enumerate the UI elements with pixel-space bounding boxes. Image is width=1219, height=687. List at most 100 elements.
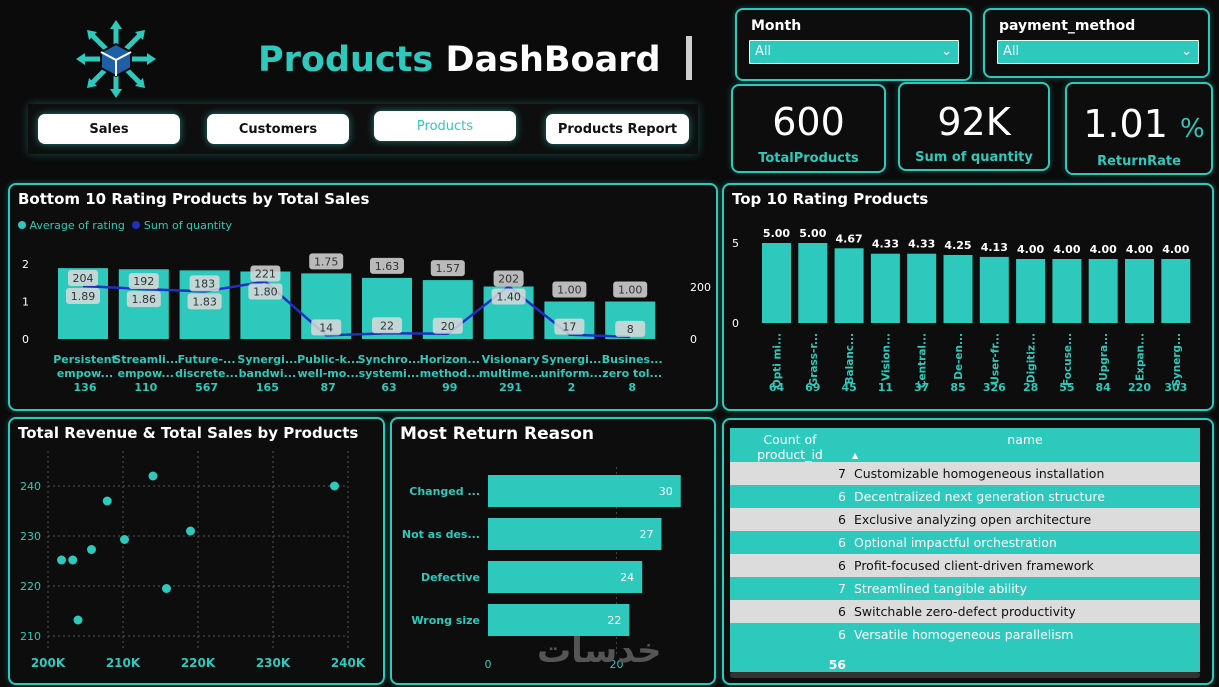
x-axis-tick: 20 [609, 658, 623, 671]
return-rate-unit: % [1179, 114, 1205, 144]
table-scrollbar[interactable] [730, 672, 1200, 678]
col-name-header[interactable]: name ▲ [850, 428, 1200, 462]
rating-label-box [613, 281, 648, 298]
table-row[interactable]: 7 Customizable homogeneous installation [730, 462, 1200, 485]
quantity-label-box [432, 317, 463, 334]
cell-name: Exclusive analyzing open architecture [850, 508, 1200, 531]
x-axis-tick: 200K [31, 656, 66, 670]
title-products: Products [258, 40, 434, 80]
data-label: 22 [607, 614, 621, 627]
scatter-point [162, 584, 171, 593]
table-row[interactable]: 6 Versatile homogeneous parallelism [730, 623, 1200, 646]
table-row[interactable]: 6 Exclusive analyzing open architecture [730, 508, 1200, 531]
nav-sales-button[interactable]: Sales [38, 114, 180, 144]
table-row[interactable]: 6 Decentralized next generation structure [730, 485, 1200, 508]
reason-bar [488, 604, 630, 636]
data-label: 4.33 [872, 238, 899, 251]
rating-data-label: 1.86 [132, 293, 157, 306]
rating-bar [907, 253, 937, 323]
quantity-data-label: 221 [255, 268, 276, 281]
category-count: 69 [805, 381, 820, 394]
payment-dropdown[interactable]: All ⌄ [997, 40, 1199, 64]
cell-name: Switchable zero-defect productivity [850, 600, 1200, 623]
data-label: 5.00 [763, 227, 790, 240]
category-label: Synchro... [358, 353, 421, 366]
rating-label-box [66, 287, 100, 304]
category-label: bandwi... [239, 367, 296, 380]
category-label: Defective [421, 571, 480, 584]
category-label: 87 [321, 381, 336, 394]
nav-products-button[interactable]: Products [374, 111, 516, 141]
category-label: Visionary [482, 353, 540, 366]
rating-label-box [248, 283, 283, 300]
category-label: Upgra... [1098, 333, 1110, 381]
quantity-data-label: 14 [319, 321, 333, 334]
category-label: Wrong size [411, 614, 480, 627]
month-dropdown[interactable]: All ⌄ [749, 40, 959, 64]
col-count-header[interactable]: Count of product_id [730, 428, 850, 462]
rating-bar [834, 248, 864, 323]
y2-axis-tick: 200 [690, 281, 711, 294]
rating-data-label: 1.80 [253, 286, 278, 299]
scatter-point [102, 496, 112, 506]
table-total-row: 56 [730, 646, 1200, 672]
rating-label-box [187, 293, 222, 310]
rating-data-label: 1.00 [618, 284, 643, 297]
y-axis-tick: 0 [22, 333, 29, 346]
category-label: 136 [74, 381, 97, 394]
bottom10-title: Bottom 10 Rating Products by Total Sales [18, 190, 370, 208]
data-label: 30 [659, 485, 673, 498]
payment-slicer: payment_method All ⌄ [983, 8, 1210, 78]
category-label: Changed ... [409, 485, 480, 498]
cell-name: Customizable homogeneous installation [850, 462, 1200, 485]
category-label: Digitiz... [1026, 333, 1038, 383]
nav-customers-button[interactable]: Customers [207, 114, 349, 144]
x-axis-tick: 0 [485, 658, 492, 671]
category-label: User-fr... [989, 333, 1001, 385]
cell-count: 6 [730, 554, 850, 577]
table-row[interactable]: 7 Streamlined tangible ability [730, 577, 1200, 600]
quantity-data-label: 204 [73, 272, 94, 285]
category-label: discrete... [175, 367, 238, 380]
cell-count: 6 [730, 485, 850, 508]
legend-qty-label: Sum of quantity [143, 219, 232, 232]
table-total-spacer [850, 646, 1200, 672]
category-label: systemi... [359, 367, 420, 380]
category-count: 220 [1128, 381, 1151, 394]
category-label: Busines... [602, 353, 663, 366]
category-label: method... [420, 367, 480, 380]
category-label: Streamli... [113, 353, 178, 366]
top10-panel: Top 10 Rating Products 0 5 5.00 Opti mi... 6… [722, 183, 1214, 411]
chevron-down-icon: ⌄ [1181, 44, 1192, 59]
scatter-chart: 200K 210K 220K 230K 240K 210 220 230 240 [20, 451, 366, 670]
table-row[interactable]: 6 Optional impactful orchestration [730, 531, 1200, 554]
category-label: uniform... [541, 367, 602, 380]
table-row[interactable]: 6 Switchable zero-defect productivity [730, 600, 1200, 623]
category-count: 45 [841, 381, 856, 394]
table-row[interactable]: 6 Profit-focused client-driven framework [730, 554, 1200, 577]
scatter-point [186, 526, 195, 536]
y-axis-tick: 2 [22, 258, 29, 271]
cell-count: 6 [730, 623, 850, 646]
scatter-point [73, 615, 83, 625]
top10-title: Top 10 Rating Products [732, 190, 929, 208]
chevron-down-icon: ⌄ [941, 44, 952, 59]
sort-ascending-icon[interactable]: ▲ [852, 451, 859, 460]
category-label: 165 [256, 381, 279, 394]
returns-title: Most Return Reason [400, 424, 595, 444]
category-label: 99 [442, 381, 457, 394]
category-count: 303 [1164, 381, 1187, 394]
data-label: 5.00 [799, 227, 826, 240]
title-dashboard: DashBoard [445, 40, 661, 80]
category-count: 326 [983, 381, 1006, 394]
y2-axis-tick: 0 [690, 333, 697, 346]
category-count: 55 [1059, 381, 1074, 394]
data-label: 4.00 [1053, 243, 1080, 256]
quantity-data-label: 192 [133, 275, 154, 288]
rating-label-box [126, 291, 161, 308]
rating-data-label: 1.75 [314, 255, 339, 268]
nav-report-button[interactable]: Products Report [546, 114, 689, 144]
rating-data-label: 1.63 [375, 260, 400, 273]
scatter-point [87, 545, 96, 554]
kpi-return-rate-label: ReturnRate [1097, 154, 1181, 169]
